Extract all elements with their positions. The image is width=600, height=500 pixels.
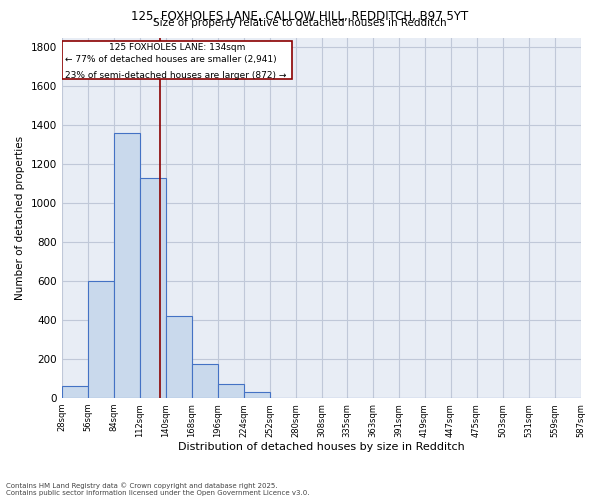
Text: 23% of semi-detached houses are larger (872) →: 23% of semi-detached houses are larger (… [65, 72, 287, 80]
Text: Contains HM Land Registry data © Crown copyright and database right 2025.: Contains HM Land Registry data © Crown c… [6, 482, 277, 489]
Text: 125, FOXHOLES LANE, CALLOW HILL, REDDITCH, B97 5YT: 125, FOXHOLES LANE, CALLOW HILL, REDDITC… [131, 10, 469, 23]
Bar [113, 133, 140, 398]
Text: Size of property relative to detached houses in Redditch: Size of property relative to detached ho… [153, 18, 447, 28]
Bar [244, 392, 269, 398]
FancyBboxPatch shape [62, 42, 292, 80]
Bar [166, 316, 191, 398]
Bar [88, 281, 113, 398]
Text: Contains public sector information licensed under the Open Government Licence v3: Contains public sector information licen… [6, 490, 310, 496]
Y-axis label: Number of detached properties: Number of detached properties [15, 136, 25, 300]
Bar [62, 386, 88, 398]
Bar [191, 364, 218, 398]
Text: 125 FOXHOLES LANE: 134sqm: 125 FOXHOLES LANE: 134sqm [109, 43, 245, 52]
X-axis label: Distribution of detached houses by size in Redditch: Distribution of detached houses by size … [178, 442, 464, 452]
Text: ← 77% of detached houses are smaller (2,941): ← 77% of detached houses are smaller (2,… [65, 55, 277, 64]
Bar [218, 384, 244, 398]
Bar [140, 178, 166, 398]
